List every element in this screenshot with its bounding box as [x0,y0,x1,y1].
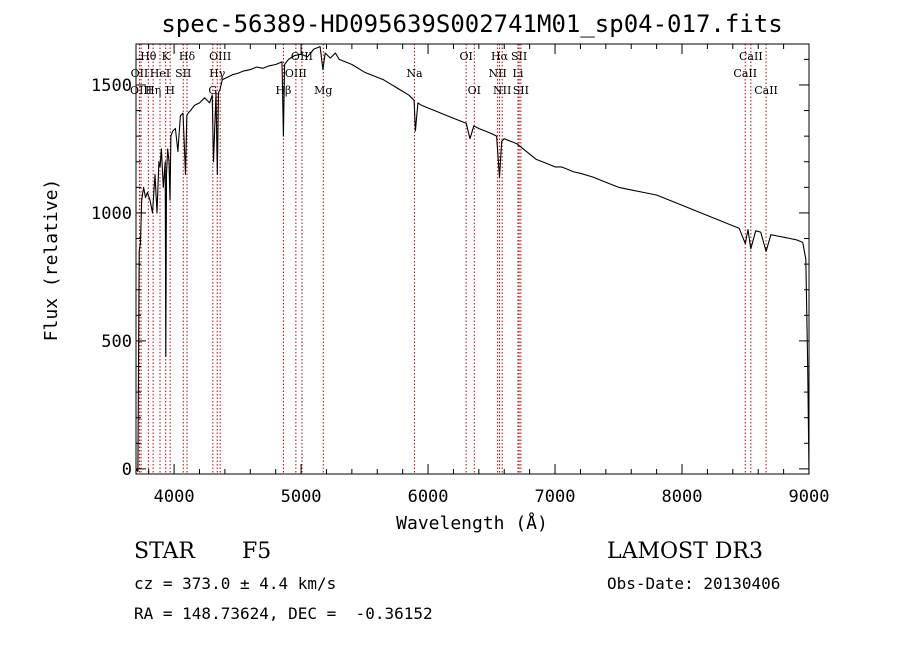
emission-line-label-13: OIII [291,50,313,63]
x-axis-label: Wavelength (Å) [396,512,548,534]
emission-line-label-8: Hδ [179,50,196,63]
emission-line-label-15: Mg [314,84,332,97]
emission-line-label-12: Hβ [275,84,291,97]
x-tick-label-1: 5000 [281,487,322,507]
y-tick-label-0: 0 [122,460,132,480]
emission-line-markers [138,44,767,474]
emission-line-label-3: Hη [145,84,161,97]
emission-line-label-17: OI [459,50,472,63]
x-axis: 4000 5000 6000 7000 8000 9000 [148,44,830,507]
emission-line-label-9: OIII [209,50,231,63]
survey-name: LAMOST DR3 [607,539,763,564]
emission-line-label-18: OI [468,84,481,97]
emission-line-label-7: SII [175,67,191,80]
x-tick-label-0: 4000 [154,487,195,507]
y-axis-label: Flux (relative) [41,179,62,342]
x-tick-label-3: 7000 [535,487,576,507]
y-tick-label-1: 500 [101,332,132,352]
observation-date: Obs-Date: 20130406 [607,574,781,593]
emission-line-label-23: Li [513,67,524,80]
object-class: STAR [134,539,195,564]
emission-line-label-22: SII [511,50,527,63]
emission-line-label-25: CaII [733,67,757,80]
object-subclass: F5 [242,539,272,564]
emission-line-label-11: G [208,84,217,97]
y-tick-label-3: 1500 [91,76,132,96]
emission-line-label-14: OIII [285,67,307,80]
emission-line-label-27: CaII [754,84,778,97]
coordinates: RA = 148.73624, DEC = -0.36152 [134,604,433,623]
emission-line-label-1: Hθ [140,50,157,63]
spectrum-line [135,46,810,475]
redshift-velocity: cz = 373.0 ± 4.4 km/s [134,574,337,593]
y-tick-label-2: 1000 [91,204,132,224]
emission-line-label-19: Hα [491,50,509,63]
emission-line-label-20: NII [488,67,506,80]
emission-line-label-21: NII [493,84,511,97]
emission-line-label-10: Hγ [209,67,226,80]
chart-title: spec-56389-HD095639S002741M01_sp04-017.f… [161,10,782,38]
x-tick-label-2: 6000 [408,487,449,507]
plot-frame [135,43,810,475]
x-tick-label-4: 8000 [662,487,703,507]
emission-line-label-5: K [162,50,171,63]
y-axis: 0 500 1000 1500 [91,58,809,480]
x-tick-label-5: 9000 [789,487,830,507]
emission-line-label-6: H [165,84,175,97]
spectrum-series [135,46,810,475]
emission-line-label-0: OII [131,67,149,80]
emission-line-label-16: Na [406,67,423,80]
emission-line-label-24: SII [513,84,529,97]
emission-line-label-26: CaII [739,50,763,63]
emission-line-label-4: HeI [150,67,170,80]
emission-line-label-2: OIII [130,84,152,97]
